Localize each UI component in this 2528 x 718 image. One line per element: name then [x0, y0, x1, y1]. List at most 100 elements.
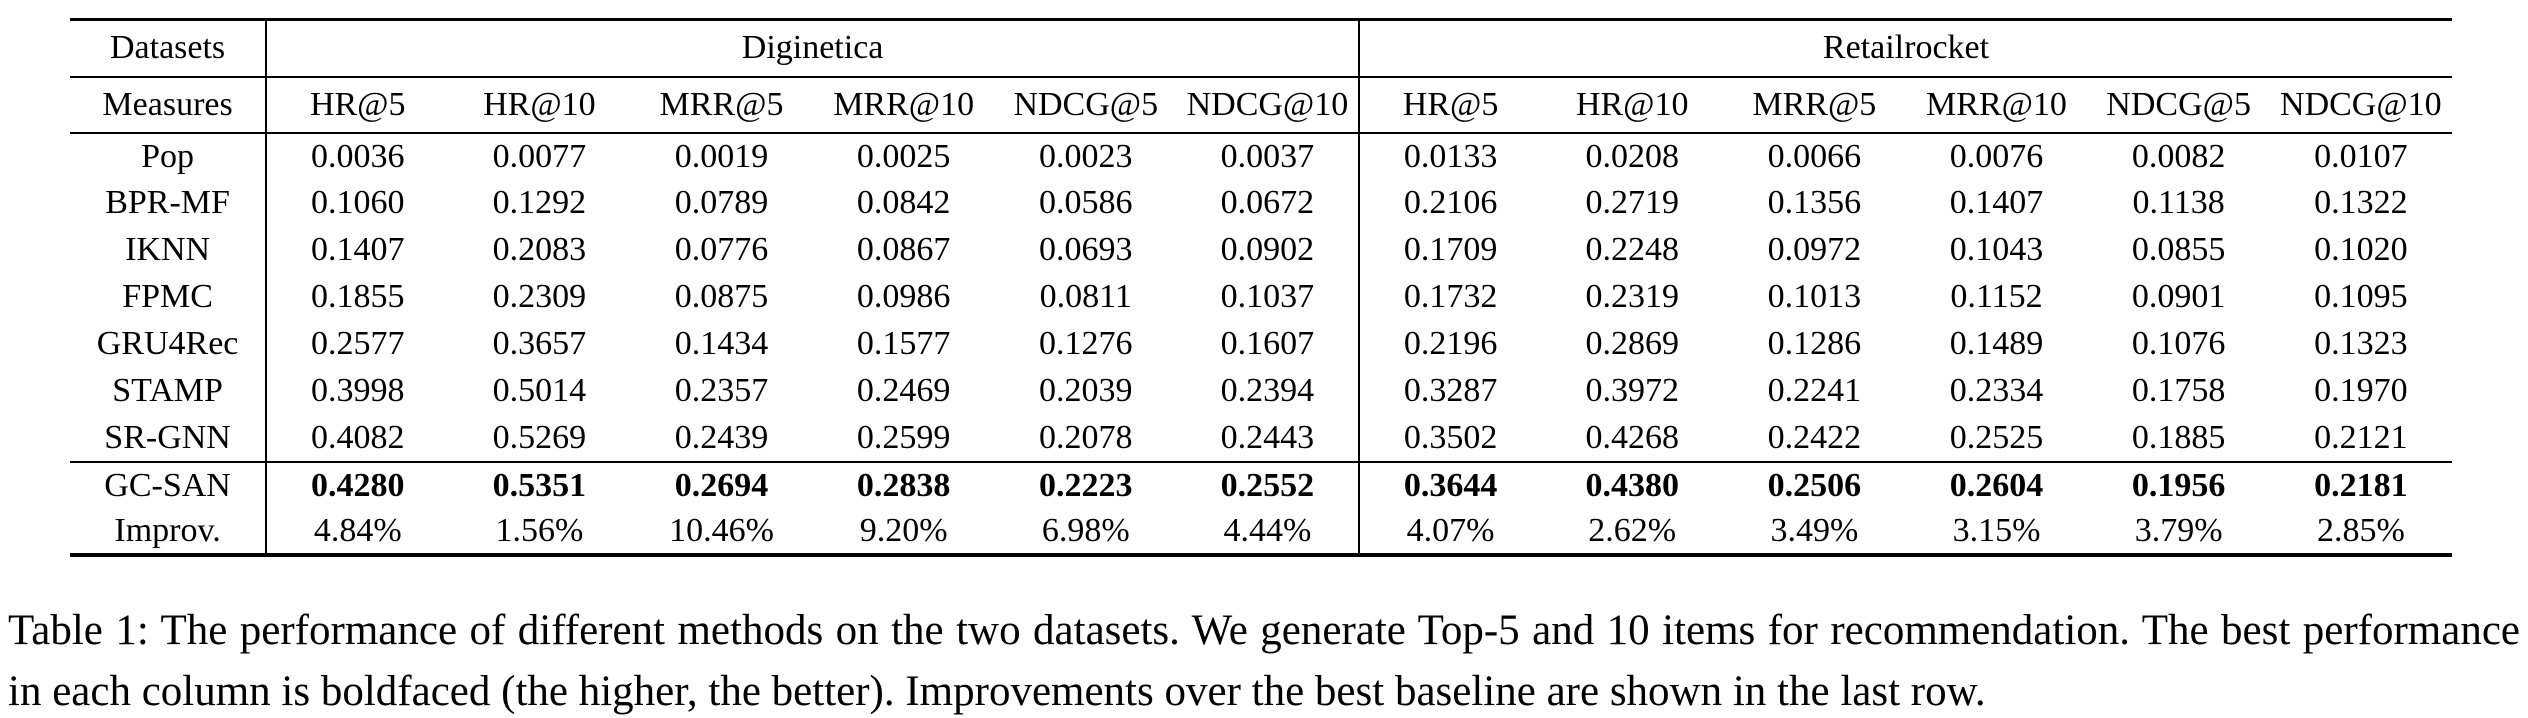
metric-cell: 0.2106: [1357, 179, 1542, 227]
improvement-cell: 4.84%: [265, 508, 449, 555]
measure-header: MRR@10: [1905, 76, 2088, 134]
table-row-stamp: STAMP 0.3998 0.5014 0.2357 0.2469 0.2039…: [70, 367, 2452, 415]
metric-cell-best: 0.3644: [1357, 461, 1542, 509]
metric-cell: 0.0811: [1039, 278, 1132, 315]
metric-cell: 0.0082: [2131, 137, 2226, 175]
metric-cell: 0.2083: [492, 231, 587, 268]
method-label: IKNN: [125, 231, 211, 268]
metric-cell: 0.0972: [1767, 231, 1862, 268]
metric-cell: 0.1732: [1357, 273, 1542, 321]
improvement-cell: 2.62%: [1588, 511, 1677, 549]
metric-cell-best: 0.1956: [2131, 466, 2226, 504]
metric-cell: 0.1060: [265, 179, 449, 227]
table-row-improv: Improv. 4.84% 1.56% 10.46% 9.20% 6.98% 4…: [70, 508, 2452, 555]
metric-cell: 0.1323: [2314, 325, 2408, 362]
metric-cell: 0.5269: [448, 414, 631, 463]
metric-cell: 0.1138: [2132, 184, 2225, 221]
metric-cell: 0.4268: [1541, 414, 1724, 463]
metric-cell: 0.0025: [856, 137, 951, 175]
metric-cell: 0.3998: [265, 367, 449, 415]
method-label: STAMP: [112, 372, 223, 409]
metric-cell-best: 0.2552: [1220, 466, 1315, 504]
metric-cell: 0.2248: [1585, 231, 1679, 268]
measure-header: NDCG@5: [994, 76, 1177, 134]
metric-cell: 0.1152: [1950, 278, 2043, 315]
metric-cell: 0.0019: [674, 137, 769, 175]
method-label: Improv.: [114, 511, 221, 549]
metric-cell: 0.1434: [674, 325, 769, 362]
metric-cell: 0.1577: [856, 325, 951, 362]
metric-cell: 0.1095: [2314, 278, 2408, 315]
metric-cell: 0.0842: [856, 184, 951, 221]
measure-header: HR@5: [265, 76, 449, 134]
dataset-group-retailrocket: Retailrocket: [1358, 19, 2452, 78]
datasets-corner-label: Datasets: [70, 19, 267, 78]
metric-cell-best: 0.2223: [1039, 466, 1133, 504]
results-table: Datasets Diginetica Retailrocket Measure…: [70, 18, 2452, 557]
metric-cell-best: 0.2604: [1949, 466, 2044, 504]
metric-cell: 0.1076: [2131, 325, 2226, 362]
metric-cell: 0.1885: [2087, 414, 2270, 463]
metric-cell: 0.0023: [1039, 137, 1133, 175]
method-label: BPR-MF: [105, 184, 230, 221]
metric-cell: 0.0037: [1220, 137, 1315, 175]
dataset-group-diginetica: Diginetica: [265, 19, 1359, 78]
metric-cell: 0.0776: [674, 231, 769, 268]
metric-cell: 0.0986: [856, 278, 951, 315]
metric-cell-best: 0.4280: [265, 461, 449, 509]
metric-cell: 0.3972: [1585, 372, 1679, 409]
metric-cell: 0.0586: [1039, 184, 1133, 221]
metric-cell: 0.1970: [2314, 372, 2408, 409]
table-row-gru4rec: GRU4Rec 0.2577 0.3657 0.1434 0.1577 0.12…: [70, 320, 2452, 368]
improvement-cell: 10.46%: [669, 511, 774, 549]
method-label: GRU4Rec: [96, 325, 239, 362]
metric-cell: 0.2439: [630, 414, 813, 463]
method-label: Pop: [141, 137, 195, 175]
metric-cell: 0.2121: [2269, 414, 2452, 463]
metric-cell: 0.0867: [856, 231, 951, 268]
metric-cell: 0.0855: [2131, 231, 2226, 268]
measures-corner-label: Measures: [70, 76, 267, 134]
metric-cell: 0.0107: [2314, 137, 2408, 175]
metric-cell: 0.1356: [1767, 184, 1862, 221]
metric-cell-best: 0.2506: [1767, 466, 1862, 504]
datasets-header-row: Datasets Diginetica Retailrocket: [70, 19, 2452, 78]
metric-cell: 0.2719: [1585, 184, 1679, 221]
metric-cell: 0.3502: [1357, 414, 1542, 463]
table-row-fpmc: FPMC 0.1855 0.2309 0.0875 0.0986 0.0811 …: [70, 273, 2452, 321]
method-label: GC-SAN: [104, 466, 231, 504]
improvement-cell: 6.98%: [1041, 511, 1130, 549]
metric-cell-best: 0.2694: [674, 466, 769, 504]
metric-cell-best: 0.5351: [492, 466, 587, 504]
method-label: SR-GNN: [70, 414, 267, 463]
metric-cell: 0.1292: [492, 184, 587, 221]
improvement-cell: 1.56%: [495, 511, 584, 549]
metric-cell: 0.0208: [1585, 137, 1679, 175]
metric-cell: 0.1407: [1949, 184, 2044, 221]
metric-cell: 0.0036: [265, 132, 449, 180]
metric-cell: 0.1407: [265, 226, 449, 274]
measure-header: HR@10: [448, 76, 631, 134]
improvement-cell: 4.07%: [1357, 508, 1542, 555]
metric-cell: 0.0875: [674, 278, 769, 315]
metric-cell: 0.1013: [1767, 278, 1862, 315]
metric-cell: 0.2422: [1723, 414, 1906, 463]
metric-cell: 0.1020: [2314, 231, 2408, 268]
metric-cell: 0.2869: [1585, 325, 1679, 362]
metric-cell: 0.1489: [1949, 325, 2044, 362]
metric-cell: 0.0693: [1039, 231, 1133, 268]
metric-cell: 0.3657: [492, 325, 587, 362]
metric-cell: 0.1709: [1357, 226, 1542, 274]
metric-cell: 0.0902: [1220, 231, 1315, 268]
metric-cell: 0.0672: [1220, 184, 1315, 221]
metric-cell: 0.2319: [1585, 278, 1679, 315]
metric-cell: 0.1043: [1949, 231, 2044, 268]
measure-header: NDCG@10: [2269, 76, 2452, 134]
table-caption: Table 1: The performance of different me…: [8, 607, 2520, 716]
measure-header: NDCG@10: [1176, 76, 1359, 134]
measure-header: MRR@5: [630, 76, 813, 134]
metric-cell: 0.2357: [674, 372, 769, 409]
measure-header: HR@10: [1541, 76, 1724, 134]
metric-cell: 0.2334: [1949, 372, 2044, 409]
metric-cell: 0.3287: [1357, 367, 1542, 415]
